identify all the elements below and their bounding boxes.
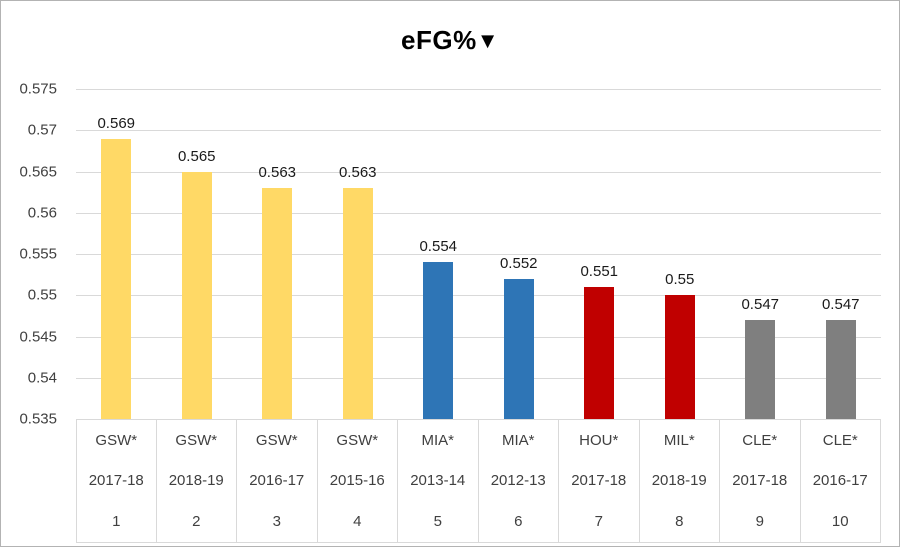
category-rank-label: 4	[318, 501, 398, 542]
category-rank-label: 5	[398, 501, 479, 542]
category-season-label: 2013-14	[398, 460, 479, 502]
category-rank-label: 3	[237, 501, 318, 542]
bar	[503, 278, 534, 419]
x-axis-labels: GSW* GSW* GSW* GSW* MIA* MIA* HOU* MIL* CLE* CLE*…	[76, 419, 881, 543]
category-season-label: 2012-13	[479, 460, 559, 502]
category-season-label: 2018-19	[157, 460, 237, 502]
bar-value-label: 0.569	[97, 114, 136, 132]
bar	[101, 138, 132, 419]
category-team-label: HOU*	[559, 420, 640, 461]
bar	[825, 320, 856, 419]
y-tick-label: 0.555	[19, 245, 57, 263]
category-rank-label: 9	[720, 501, 801, 542]
gridline	[76, 336, 881, 338]
gridline	[76, 171, 881, 173]
y-tick-label: 0.535	[19, 410, 57, 428]
gridline	[76, 254, 881, 255]
category-rank-label: 7	[559, 501, 640, 542]
chart-title-text: eFG%	[401, 25, 477, 55]
y-tick-label: 0.545	[19, 328, 57, 345]
category-rank-label: 6	[479, 501, 559, 542]
category-team-label: MIA*	[479, 420, 559, 461]
y-tick-label: 0.55	[27, 286, 57, 304]
bar-value-label: 0.552	[499, 254, 538, 272]
category-team-label: MIL*	[640, 420, 720, 461]
bar	[342, 188, 373, 419]
gridline	[76, 130, 881, 132]
category-season-label: 2017-18	[76, 460, 157, 502]
bar-value-label: 0.554	[419, 238, 458, 256]
category-team-label: MIA*	[398, 420, 479, 461]
category-season-label: 2016-17	[237, 460, 318, 502]
category-season-label: 2017-18	[720, 460, 801, 502]
category-team-label: GSW*	[318, 420, 398, 461]
y-axis: 0.575 0.57 0.565 0.56 0.555 0.55 0.545 0.54 0.53…	[1, 81, 63, 428]
sort-descending-icon: ▼	[476, 28, 499, 53]
category-rank-label: 2	[157, 501, 237, 542]
bar	[745, 320, 776, 419]
bar-value-label: 0.563	[338, 164, 377, 181]
category-team-label: GSW*	[237, 420, 318, 461]
chart-title: eFG%▼	[1, 25, 899, 56]
gridline	[76, 377, 881, 379]
category-season-label: 2017-18	[559, 460, 640, 502]
bar-value-label: 0.551	[580, 263, 619, 280]
gridline	[76, 89, 881, 90]
bar-value-label: 0.547	[821, 296, 860, 313]
category-rank-label: 1	[76, 501, 157, 542]
bar-value-label: 0.547	[741, 296, 780, 313]
category-season-label: 2015-16	[318, 460, 398, 502]
bar	[181, 171, 212, 419]
bar-value-label: 0.565	[177, 147, 216, 165]
bar	[262, 188, 293, 419]
gridline	[76, 212, 881, 214]
category-team-label: GSW*	[76, 420, 157, 461]
bar-value-label: 0.563	[258, 164, 297, 181]
gridline	[76, 295, 881, 297]
bar	[423, 262, 454, 419]
plot-area: 0.569 0.565 0.563 0.563 0.554 0.552 0.551 0.55 0…	[76, 89, 881, 420]
category-season-label: 2016-17	[801, 460, 881, 502]
category-team-label: GSW*	[157, 420, 237, 461]
bar	[584, 287, 615, 419]
category-team-label: CLE*	[720, 420, 801, 461]
y-tick-label: 0.57	[27, 121, 57, 139]
bar	[664, 295, 695, 419]
category-season-label: 2018-19	[640, 460, 720, 502]
y-tick-label: 0.575	[19, 80, 57, 98]
y-tick-label: 0.565	[19, 163, 57, 180]
y-tick-label: 0.56	[27, 204, 57, 222]
category-rank-label: 8	[640, 501, 720, 542]
y-tick-label: 0.54	[27, 369, 57, 387]
bar-value-label: 0.55	[665, 271, 695, 289]
category-rank-label: 10	[801, 501, 881, 542]
category-team-label: CLE*	[801, 420, 881, 461]
